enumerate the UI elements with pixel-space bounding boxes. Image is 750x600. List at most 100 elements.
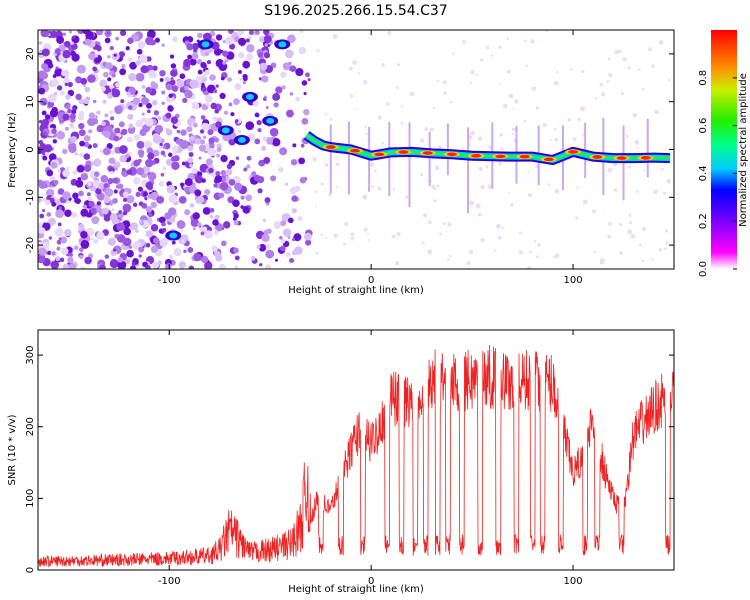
spectrogram-noise-dot	[105, 62, 113, 70]
spectrogram-noise-dot	[238, 37, 247, 46]
chart-title: S196.2025.266.15.54.C37	[264, 3, 447, 19]
spectrogram-noise-dot	[71, 109, 77, 115]
spectrogram-noise-dot	[291, 250, 297, 256]
spectrogram-noise-dot	[137, 149, 145, 157]
spectrogram-noise-dot	[173, 155, 180, 162]
spectrogram-noise-dot	[183, 58, 191, 67]
spectrogram-noise-dot	[289, 65, 297, 72]
spectrogram-noise-dot	[38, 87, 46, 95]
spectrogram-noise-dot	[184, 85, 189, 91]
spectrogram-noise-dot	[138, 54, 148, 64]
spectrogram-noise-dot	[527, 171, 530, 174]
spectrogram-noise-dot	[381, 63, 385, 67]
spectrogram-xtick-label: 100	[564, 275, 583, 286]
spectrogram-noise-dot	[554, 253, 560, 259]
spectrogram-noise-dot	[70, 135, 78, 143]
spectrogram-noise-dot	[138, 219, 143, 223]
spectrogram-noise-dot	[119, 68, 127, 76]
spectrogram-noise-dot	[265, 243, 272, 250]
spectrogram-noise-dot	[599, 260, 605, 265]
spectrogram-noise-dot	[362, 194, 368, 200]
spectrogram-noise-dot	[145, 242, 151, 248]
spectrogram-noise-dot	[350, 232, 355, 237]
spectrogram-noise-dot	[39, 143, 47, 150]
spectrogram-noise-dot	[329, 117, 333, 121]
spectrogram-noise-dot	[394, 261, 400, 266]
spectrogram-noise-dot	[138, 246, 145, 253]
spectrogram-noise-dot	[567, 118, 571, 122]
spectrogram-noise-dot	[75, 93, 82, 101]
spectrogram-noise-dot	[99, 149, 103, 153]
spectrogram-noise-dot	[107, 237, 116, 246]
colorbar-tick-label: 0.8	[698, 70, 709, 86]
spectrogram-noise-dot	[263, 34, 272, 44]
spectrogram-blob-core	[278, 41, 287, 48]
spectrogram-noise-dot	[168, 194, 178, 204]
spectrogram-noise-dot	[122, 237, 132, 247]
spectrogram-noise-dot	[230, 112, 235, 117]
spectrogram-noise-dot	[51, 251, 56, 256]
spectrogram-noise-dot	[265, 264, 272, 269]
spectrogram-noise-dot	[191, 42, 200, 51]
spectrogram-noise-dot	[78, 190, 84, 197]
spectrogram-noise-dot	[277, 166, 284, 173]
spectrogram-noise-dot	[233, 213, 239, 219]
spectrogram-noise-dot	[104, 113, 109, 118]
spectrogram-noise-dot	[442, 80, 447, 85]
spectrogram-noise-dot	[222, 40, 226, 44]
spectrogram-noise-dot	[434, 165, 440, 170]
spectrogram-noise-dot	[71, 43, 78, 50]
spectrogram-noise-dot	[49, 197, 55, 204]
spectrogram-noise-dot	[99, 79, 108, 88]
spectrogram-noise-dot	[288, 217, 294, 224]
spectrogram-noise-dot	[145, 205, 153, 213]
spectrogram-noise-dot	[196, 59, 203, 65]
spectrogram-noise-dot	[43, 131, 48, 136]
spectrogram-noise-dot	[219, 181, 229, 191]
spectrogram-noise-dot	[148, 69, 157, 79]
spectrogram-blob-core	[201, 41, 210, 48]
spectrogram-noise-dot	[127, 37, 134, 44]
spectrogram-noise-dot	[79, 152, 84, 158]
spectrogram-noise-dot	[248, 30, 254, 36]
spectrogram-noise-dot	[182, 97, 188, 104]
spectrogram-noise-dot	[608, 72, 613, 78]
spectrogram-noise-dot	[215, 121, 222, 128]
spectrogram-noise-dot	[83, 141, 90, 148]
spectrogram-noise-dot	[122, 210, 128, 216]
spectrogram-noise-dot	[396, 231, 401, 237]
spectrogram-noise-dot	[46, 169, 54, 177]
spectrogram-noise-dot	[400, 121, 404, 125]
spectrogram-noise-dot	[523, 119, 527, 123]
spectrogram-noise-dot	[120, 128, 128, 136]
spectrogram-noise-dot	[125, 46, 130, 51]
snr-series-line	[38, 345, 674, 568]
spectrogram-noise-dot	[468, 249, 474, 255]
signal-hotspot	[495, 154, 506, 159]
spectrogram-noise-dot	[663, 247, 667, 251]
spectrogram-noise-dot	[115, 82, 121, 88]
snr-ylabel: SNR (10 * v/v)	[7, 414, 18, 485]
signal-hotspot	[592, 155, 603, 159]
spectrogram-noise-dot	[187, 54, 193, 60]
spectrogram-noise-dot	[39, 213, 45, 219]
spectrogram-noise-dot	[42, 209, 46, 213]
spectrogram-noise-dot	[67, 81, 73, 88]
spectrogram-noise-dot	[395, 86, 399, 90]
spectrogram-noise-dot	[194, 189, 202, 197]
spectrogram-noise-dot	[301, 80, 308, 86]
spectrogram-noise-dot	[218, 263, 226, 269]
spectrogram-noise-dot	[461, 39, 466, 44]
spectrogram-noise-dot	[234, 255, 240, 261]
spectrogram-noise-dot	[91, 237, 95, 241]
spectrogram-ytick-label: -10	[25, 189, 36, 205]
spectrogram-noise-dot	[431, 184, 435, 189]
spectrogram-noise-dot	[135, 191, 141, 198]
spectrogram-noise-dot	[83, 97, 90, 105]
spectrogram-noise-dot	[128, 105, 133, 110]
spectrogram-noise-dot	[280, 238, 286, 244]
spectrogram-noise-dot	[234, 182, 243, 191]
signal-hotspot	[543, 157, 554, 162]
spectrogram-noise-dot	[214, 175, 223, 183]
